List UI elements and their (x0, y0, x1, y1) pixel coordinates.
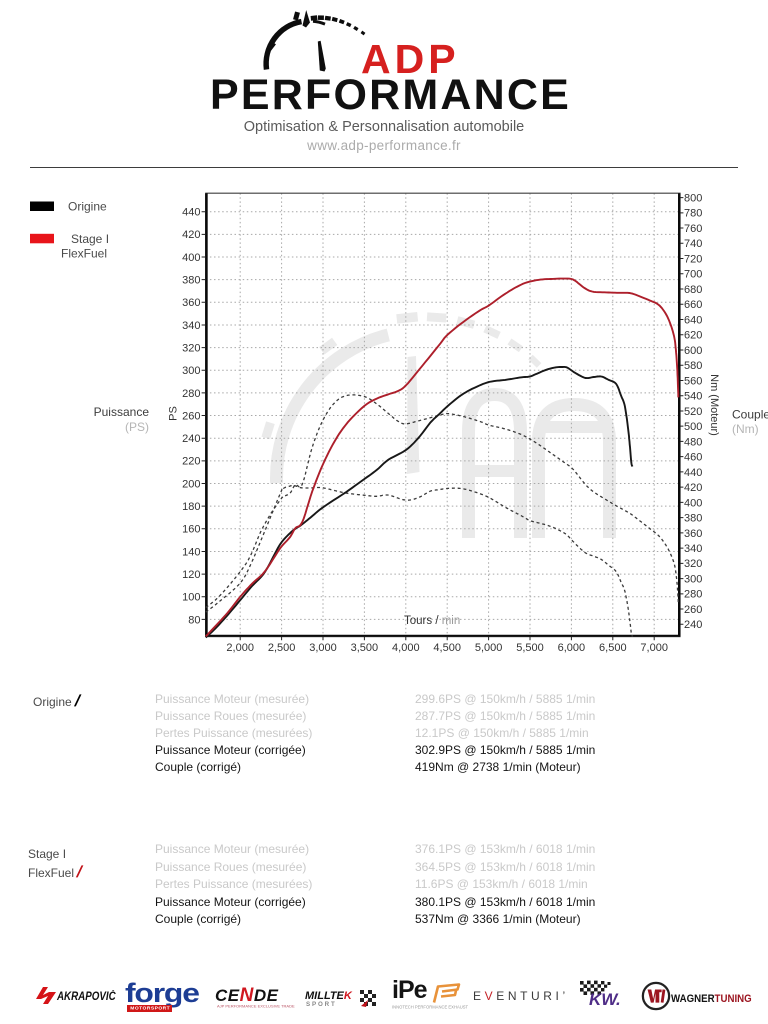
svg-text:260: 260 (684, 604, 702, 616)
svg-text:700: 700 (684, 269, 702, 281)
svg-text:740: 740 (684, 238, 702, 250)
svg-text:FlexFuel: FlexFuel (61, 246, 107, 260)
svg-text:640: 640 (684, 314, 702, 326)
svg-text:620: 620 (684, 330, 702, 342)
svg-text:680: 680 (684, 284, 702, 296)
svg-text:300: 300 (684, 574, 702, 586)
svg-text:6,000: 6,000 (558, 642, 586, 654)
svg-text:Origine: Origine (68, 200, 107, 214)
svg-text:440: 440 (182, 207, 200, 219)
svg-text:280: 280 (684, 589, 702, 601)
svg-text:5,500: 5,500 (516, 642, 544, 654)
svg-text:360: 360 (684, 528, 702, 540)
svg-text:Nm (Moteur): Nm (Moteur) (708, 374, 720, 436)
svg-text:460: 460 (684, 452, 702, 464)
svg-text:320: 320 (182, 343, 200, 355)
svg-text:540: 540 (684, 391, 702, 403)
svg-text:720: 720 (684, 253, 702, 265)
svg-text:2,000: 2,000 (226, 642, 254, 654)
svg-text:7,000: 7,000 (640, 642, 668, 654)
svg-text:580: 580 (684, 360, 702, 372)
svg-text:200: 200 (182, 478, 200, 490)
svg-text:3,500: 3,500 (351, 642, 379, 654)
svg-text:480: 480 (684, 436, 702, 448)
svg-text:6,500: 6,500 (599, 642, 627, 654)
svg-text:300: 300 (182, 365, 200, 377)
svg-text:240: 240 (182, 433, 200, 445)
svg-text:500: 500 (684, 421, 702, 433)
svg-text:220: 220 (182, 456, 200, 468)
svg-text:4,500: 4,500 (433, 642, 461, 654)
svg-text:180: 180 (182, 501, 200, 513)
svg-text:340: 340 (182, 320, 200, 332)
svg-text:400: 400 (182, 252, 200, 264)
svg-text:780: 780 (684, 208, 702, 220)
svg-text:560: 560 (684, 375, 702, 387)
svg-text:400: 400 (684, 497, 702, 509)
svg-text:Stage I: Stage I (71, 232, 109, 246)
svg-text:140: 140 (182, 546, 200, 558)
svg-text:280: 280 (182, 388, 200, 400)
svg-text:(PS): (PS) (125, 420, 149, 434)
svg-text:3,000: 3,000 (309, 642, 337, 654)
svg-text:760: 760 (684, 223, 702, 235)
svg-text:380: 380 (182, 275, 200, 287)
svg-text:420: 420 (182, 229, 200, 241)
svg-text:660: 660 (684, 299, 702, 311)
svg-text:100: 100 (182, 592, 200, 604)
svg-text:160: 160 (182, 524, 200, 536)
svg-text:240: 240 (684, 619, 702, 631)
svg-text:PS: PS (168, 406, 180, 421)
svg-text:(Nm): (Nm) (732, 422, 759, 436)
svg-text:420: 420 (684, 482, 702, 494)
svg-text:120: 120 (182, 569, 200, 581)
svg-text:360: 360 (182, 297, 200, 309)
svg-text:4,000: 4,000 (392, 642, 420, 654)
svg-text:440: 440 (684, 467, 702, 479)
svg-text:520: 520 (684, 406, 702, 418)
svg-text:5,000: 5,000 (475, 642, 503, 654)
svg-text:Couple: Couple (732, 408, 768, 422)
svg-text:Puissance: Puissance (94, 405, 150, 419)
svg-text:Tours / min: Tours / min (404, 615, 460, 627)
svg-text:380: 380 (684, 513, 702, 525)
svg-text:260: 260 (182, 410, 200, 422)
svg-text:80: 80 (188, 614, 200, 626)
svg-text:600: 600 (684, 345, 702, 357)
svg-text:320: 320 (684, 558, 702, 570)
svg-text:800: 800 (684, 193, 702, 205)
svg-text:340: 340 (684, 543, 702, 555)
svg-text:2,500: 2,500 (268, 642, 296, 654)
